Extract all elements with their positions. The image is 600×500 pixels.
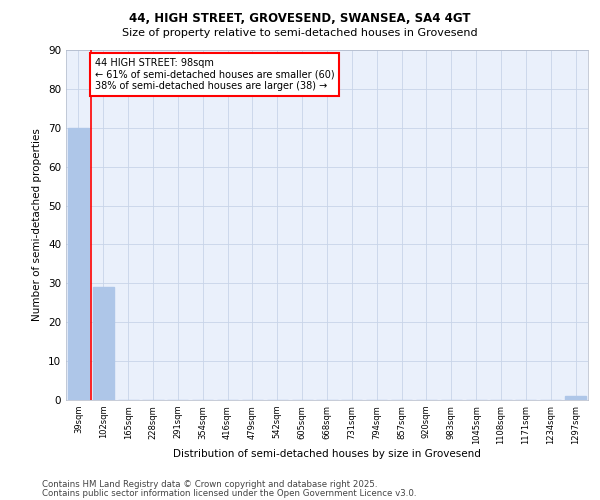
Bar	[93, 287, 114, 400]
Text: 44 HIGH STREET: 98sqm
← 61% of semi-detached houses are smaller (60)
38% of semi: 44 HIGH STREET: 98sqm ← 61% of semi-deta…	[95, 58, 334, 91]
Bar	[68, 128, 89, 400]
Text: Contains public sector information licensed under the Open Government Licence v3: Contains public sector information licen…	[42, 489, 416, 498]
Text: Contains HM Land Registry data © Crown copyright and database right 2025.: Contains HM Land Registry data © Crown c…	[42, 480, 377, 489]
Bar	[565, 396, 586, 400]
Y-axis label: Number of semi-detached properties: Number of semi-detached properties	[32, 128, 43, 322]
Text: Size of property relative to semi-detached houses in Grovesend: Size of property relative to semi-detach…	[122, 28, 478, 38]
Text: 44, HIGH STREET, GROVESEND, SWANSEA, SA4 4GT: 44, HIGH STREET, GROVESEND, SWANSEA, SA4…	[129, 12, 471, 26]
X-axis label: Distribution of semi-detached houses by size in Grovesend: Distribution of semi-detached houses by …	[173, 450, 481, 460]
